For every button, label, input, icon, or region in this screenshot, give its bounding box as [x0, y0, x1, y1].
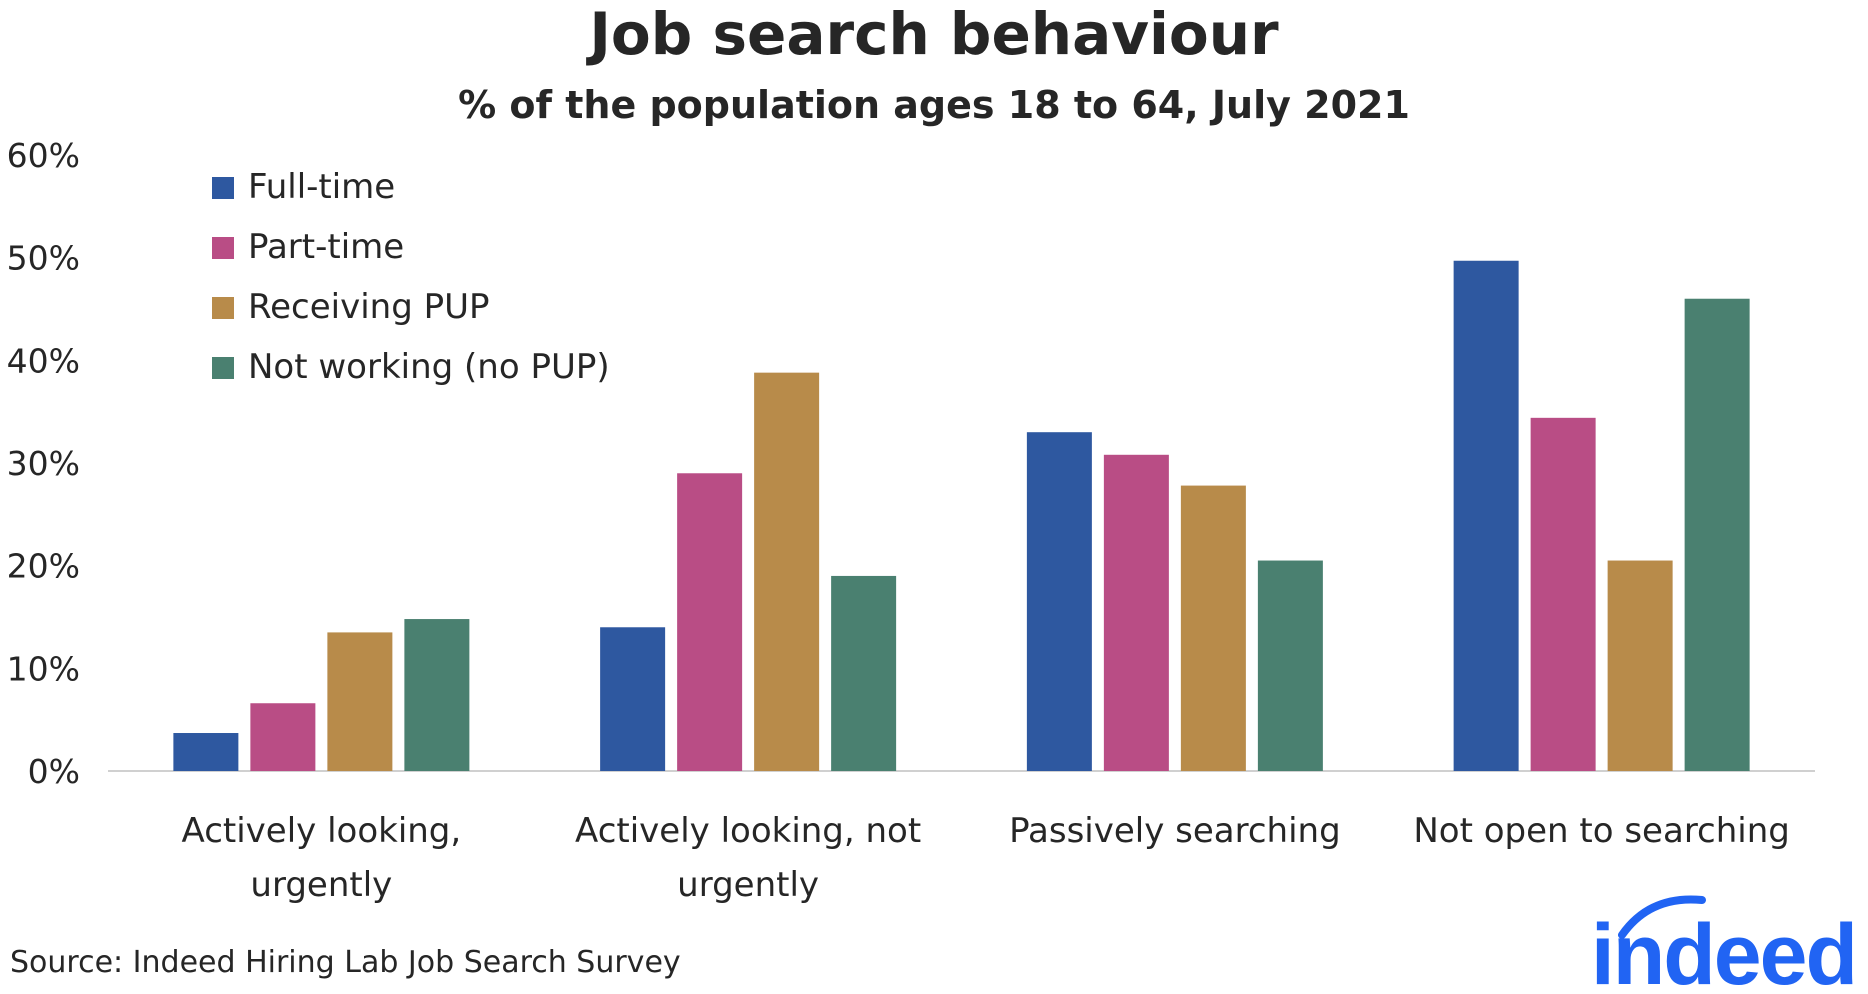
category-label: Not open to searching — [1413, 811, 1790, 851]
y-tick-label: 50% — [7, 239, 80, 278]
logo-arc — [1618, 895, 1706, 939]
category-label: urgently — [677, 865, 819, 905]
bar — [1103, 454, 1169, 771]
source-note: Source: Indeed Hiring Lab Job Search Sur… — [10, 945, 681, 980]
bar — [831, 575, 897, 771]
category-labels: Actively looking, urgently Actively lookin… — [182, 811, 1790, 905]
legend-swatch — [212, 297, 234, 319]
bar — [1684, 298, 1750, 771]
y-tick-label: 10% — [7, 649, 80, 688]
legend-swatch — [212, 237, 234, 259]
bar — [1180, 485, 1246, 771]
bar — [754, 372, 820, 771]
bar — [600, 627, 666, 771]
bar — [250, 703, 316, 771]
bar — [173, 733, 239, 771]
y-tick-label: 40% — [7, 341, 80, 380]
y-axis-ticks: 0% 10% 20% 30% 40% 50% 60% — [7, 136, 80, 791]
y-tick-label: 60% — [7, 136, 80, 175]
bar — [1607, 560, 1673, 771]
bar — [1453, 260, 1519, 771]
bar — [1257, 560, 1323, 771]
y-tick-label: 0% — [28, 752, 80, 791]
bar — [1026, 432, 1092, 771]
y-tick-label: 30% — [7, 444, 80, 483]
legend-label: Part-time — [248, 227, 404, 267]
bar — [677, 473, 743, 771]
legend-label: Full-time — [248, 167, 395, 207]
bar — [404, 619, 470, 771]
legend: Full-time Part-time Receiving PUP Not worki… — [212, 167, 610, 387]
category-label: Passively searching — [1009, 811, 1341, 851]
category-label: Actively looking, not — [575, 811, 921, 851]
legend-swatch — [212, 177, 234, 199]
bar — [327, 632, 393, 771]
legend-label: Receiving PUP — [248, 287, 489, 327]
category-label: urgently — [250, 865, 392, 905]
chart-title: Job search behaviour — [585, 0, 1279, 68]
chart-subtitle: % of the population ages 18 to 64, July … — [458, 83, 1410, 127]
category-label: Actively looking, — [182, 811, 462, 851]
indeed-logo: indeed — [1591, 895, 1858, 994]
legend-label: Not working (no PUP) — [248, 347, 610, 387]
legend-swatch — [212, 357, 234, 379]
bar — [1530, 417, 1596, 771]
bars — [173, 260, 1750, 771]
y-tick-label: 20% — [7, 547, 80, 586]
